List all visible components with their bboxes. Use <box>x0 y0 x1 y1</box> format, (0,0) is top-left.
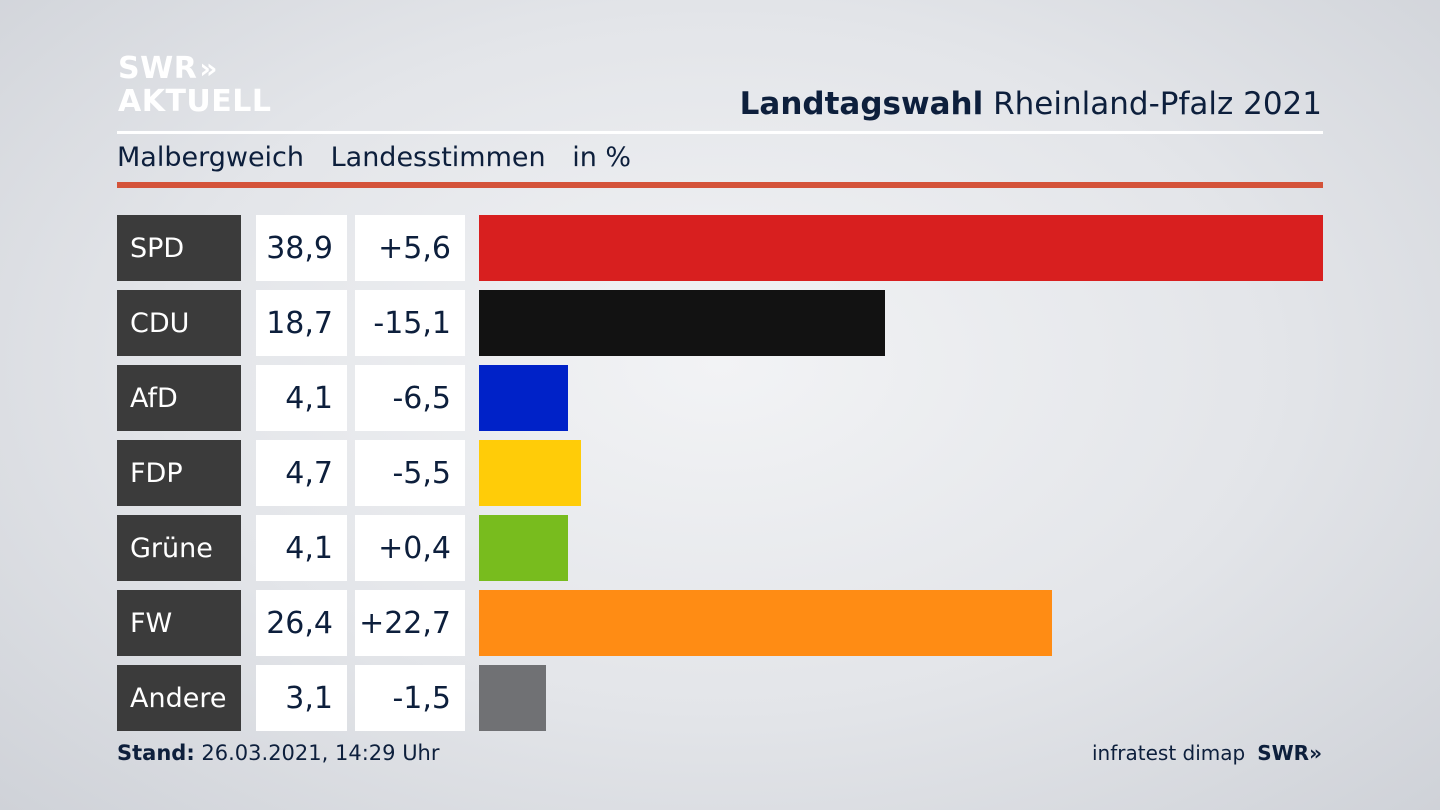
bar-cdu <box>479 290 885 356</box>
vote-share-value: 4,1 <box>256 365 347 431</box>
stand-value: 26.03.2021, 14:29 Uhr <box>201 741 440 765</box>
vote-change-value: -15,1 <box>355 290 465 356</box>
vote-change-value: -1,5 <box>355 665 465 731</box>
party-label: Grüne <box>117 515 241 581</box>
bar-fdp <box>479 440 581 506</box>
vote-share-value: 26,4 <box>256 590 347 656</box>
vote-share-value: 4,1 <box>256 515 347 581</box>
title-regular: Rheinland-Pfalz 2021 <box>993 86 1322 122</box>
timestamp: Stand: 26.03.2021, 14:29 Uhr <box>117 741 440 765</box>
vote-share-value: 3,1 <box>256 665 347 731</box>
party-label: Andere <box>117 665 241 731</box>
vote-share-value: 38,9 <box>256 215 347 281</box>
subtitle-divider <box>117 182 1323 188</box>
vote-change-value: -6,5 <box>355 365 465 431</box>
subtitle-region: Malbergweich <box>117 142 305 173</box>
header-divider <box>117 131 1323 134</box>
source-text: infratest dimap <box>1092 741 1246 765</box>
party-label: FDP <box>117 440 241 506</box>
bar-fw <box>479 590 1052 656</box>
brand-text: SWR <box>1257 741 1310 765</box>
vote-share-value: 18,7 <box>256 290 347 356</box>
vote-change-value: -5,5 <box>355 440 465 506</box>
subtitle-unit: in % <box>572 142 632 173</box>
stand-label: Stand: <box>117 741 195 765</box>
vote-change-value: +22,7 <box>355 590 465 656</box>
bar-spd <box>479 215 1323 281</box>
party-label: CDU <box>117 290 241 356</box>
logo-line1: SWR <box>118 51 198 86</box>
bar-andere <box>479 665 547 731</box>
logo-line2: AKTUELL <box>118 84 272 119</box>
party-label: FW <box>117 590 241 656</box>
bar-afd <box>479 365 568 431</box>
chart-title: Landtagswahl Rheinland-Pfalz 2021 <box>740 86 1322 122</box>
party-label: AfD <box>117 365 241 431</box>
vote-change-value: +0,4 <box>355 515 465 581</box>
vote-share-value: 4,7 <box>256 440 347 506</box>
subtitle-vote-type: Landesstimmen <box>330 142 546 173</box>
title-bold: Landtagswahl <box>739 86 984 122</box>
logo-chevrons-icon: » <box>199 52 218 85</box>
chart-subtitle: Malbergweich Landesstimmen in % <box>117 142 649 173</box>
source-credit: infratest dimap SWR» <box>1092 741 1322 765</box>
swr-aktuell-logo: SWR» AKTUELL <box>118 52 272 118</box>
party-label: SPD <box>117 215 241 281</box>
bar-gr-ne <box>479 515 568 581</box>
swr-brand-logo: SWR» <box>1257 741 1322 765</box>
brand-chevrons-icon: » <box>1309 741 1322 765</box>
vote-change-value: +5,6 <box>355 215 465 281</box>
